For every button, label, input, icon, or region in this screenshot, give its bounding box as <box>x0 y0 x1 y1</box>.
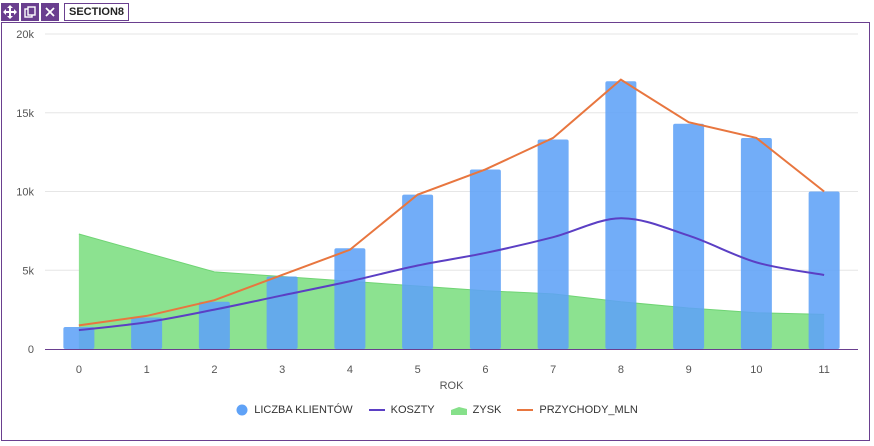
profit-area-layer <box>78 233 825 349</box>
legend-label: ZYSK <box>472 404 502 416</box>
copy-icon <box>24 6 36 18</box>
x-tick-label: 7 <box>550 364 556 376</box>
clients-bar <box>469 169 501 349</box>
area-icon <box>450 407 467 415</box>
x-tick-label: 5 <box>415 364 421 376</box>
line-icon <box>517 409 534 411</box>
revenue-line <box>78 78 825 327</box>
x-tick-label: 10 <box>750 364 762 376</box>
profit-area <box>78 234 825 349</box>
x-tick-label: 11 <box>818 364 829 376</box>
x-tick-label: 6 <box>482 364 488 376</box>
legend: LICZBA KLIENTÓW KOSZTY ZYSK PRZYCHODY_ML… <box>0 404 874 416</box>
x-axis-title: ROK <box>440 380 465 392</box>
y-tick-label: 5k <box>22 265 34 277</box>
x-tick-label: 9 <box>686 364 692 376</box>
clients-bars <box>63 81 840 350</box>
axes: 0 5k 10k 15k 20k 0 1 2 3 4 5 6 7 8 9 10 11 <box>16 29 858 376</box>
move-icon <box>3 5 17 19</box>
x-tick-label: 2 <box>211 364 217 376</box>
circle-icon <box>236 404 248 416</box>
legend-item-costs[interactable]: KOSZTY <box>368 404 435 416</box>
y-tick-label: 0 <box>28 344 34 356</box>
legend-item-revenue[interactable]: PRZYCHODY_MLN <box>517 404 638 416</box>
clients-bar <box>605 81 637 349</box>
line-icon <box>368 409 385 411</box>
clients-bar <box>266 276 298 349</box>
x-tick-label: 4 <box>347 364 353 376</box>
clients-bar <box>537 139 569 349</box>
line-series <box>78 78 825 332</box>
clients-bar <box>402 194 434 349</box>
legend-item-profit[interactable]: ZYSK <box>450 404 502 416</box>
move-button[interactable] <box>1 3 19 21</box>
x-tick-label: 0 <box>76 364 82 376</box>
close-icon <box>45 7 55 17</box>
legend-label: PRZYCHODY_MLN <box>539 404 638 416</box>
legend-label: KOSZTY <box>390 404 435 416</box>
x-tick-label: 1 <box>144 364 150 376</box>
close-button[interactable] <box>41 3 59 21</box>
clients-bar <box>808 191 840 349</box>
x-tick-label: 3 <box>279 364 285 376</box>
y-tick-label: 10k <box>16 187 34 199</box>
section-toolbar: SECTION8 <box>1 3 130 21</box>
clients-bar <box>740 137 772 349</box>
y-tick-label: 15k <box>16 108 34 120</box>
clients-bar <box>131 317 163 349</box>
grid-lines <box>45 33 858 271</box>
clients-bar <box>334 248 366 349</box>
x-tick-label: 8 <box>618 364 624 376</box>
legend-label: LICZBA KLIENTÓW <box>254 404 353 416</box>
section-label: SECTION8 <box>64 3 130 21</box>
legend-item-clients[interactable]: LICZBA KLIENTÓW <box>236 404 353 416</box>
y-tick-label: 20k <box>16 29 34 41</box>
costs-line <box>78 217 825 332</box>
chart-frame <box>1 22 870 441</box>
clients-bar <box>63 326 95 349</box>
copy-button[interactable] <box>21 3 39 21</box>
clients-bar <box>198 301 230 349</box>
